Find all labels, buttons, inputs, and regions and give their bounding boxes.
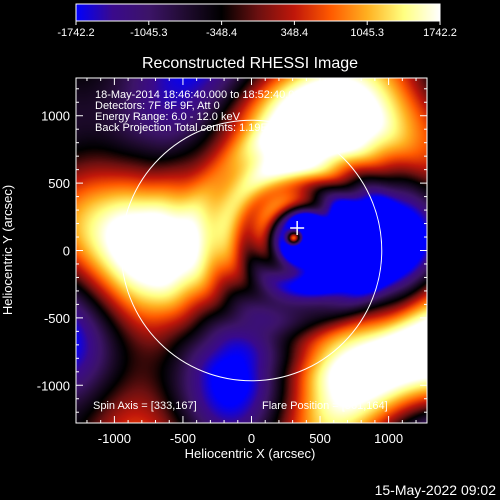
colorbar-tick-label: -1742.2 — [57, 27, 94, 39]
colorbar: -1742.2 -1045.3 -348.4 348.4 1045.3 1742.2 — [57, 3, 457, 39]
info-energy-range: Energy Range: 6.0 - 12.0 keV — [95, 111, 241, 123]
colorbar-frame — [75, 3, 441, 22]
flare-position-label: Flare Position = [561,164] — [262, 400, 388, 412]
spin-axis-label: Spin Axis = [333,167] — [93, 400, 197, 412]
y-tick-label: -500 — [44, 311, 70, 326]
x-tick-label: 1000 — [374, 431, 403, 446]
chart-title: Reconstructed RHESSI Image — [142, 55, 358, 72]
spin-axis-cross-marker — [290, 220, 305, 235]
footer-date: 15-May-2022 09:02 — [375, 482, 497, 498]
info-time-range: 18-May-2014 18:46:40.000 to 18:52:40.000 — [95, 89, 307, 101]
x-axis-label: Heliocentric X (arcsec) — [185, 446, 316, 461]
heatmap-image — [76, 78, 427, 423]
colorbar-tick-label: -1045.3 — [130, 27, 167, 39]
info-block: 18-May-2014 18:46:40.000 to 18:52:40.000… — [95, 89, 307, 134]
solar-limb-circle — [120, 119, 383, 382]
y-tick-label: 0 — [63, 244, 70, 259]
x-tick-label: 0 — [248, 431, 255, 446]
colorbar-tick-label: 1742.2 — [423, 27, 457, 39]
y-tick-label: 500 — [48, 176, 70, 191]
x-tick-label: -1000 — [98, 431, 131, 446]
colorbar-tick-label: -348.4 — [206, 27, 237, 39]
colorbar-tick-label: 1045.3 — [350, 27, 384, 39]
y-tick-label: -1000 — [37, 378, 70, 393]
colorbar-gradient — [76, 4, 440, 21]
x-tick-label: 500 — [309, 431, 331, 446]
axis-ticks: -1000 -500 0 500 1000 -1000 -500 0 500 1000 — [37, 78, 427, 446]
plot-area: -1000 -500 0 500 1000 -1000 -500 0 500 1000 — [37, 77, 428, 446]
colorbar-tick-label: 348.4 — [281, 27, 309, 39]
info-method-counts: Back Projection Total counts: 1.19E+04 — [95, 122, 287, 134]
x-tick-label: -500 — [170, 431, 196, 446]
y-tick-label: 1000 — [41, 109, 70, 124]
info-detectors: Detectors: 7F 8F 9F, Att 0 — [95, 100, 220, 112]
y-axis-label: Heliocentric Y (arcsec) — [0, 185, 15, 315]
